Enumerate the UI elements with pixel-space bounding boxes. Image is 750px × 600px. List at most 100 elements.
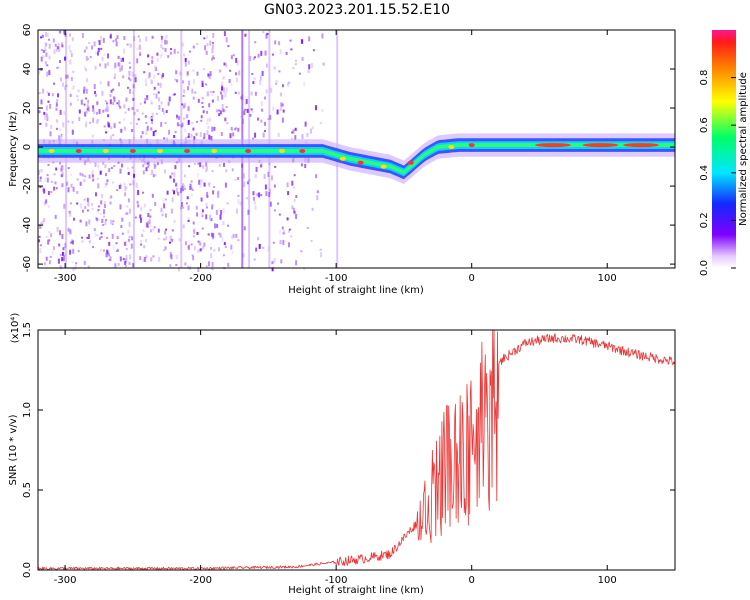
- noise-speck: [205, 202, 208, 207]
- noise-speck: [107, 61, 109, 66]
- noise-speck: [231, 251, 234, 254]
- noise-speck: [42, 55, 45, 59]
- noise-speck: [140, 135, 143, 139]
- noise-speck: [46, 116, 49, 122]
- noise-speck: [63, 111, 66, 116]
- noise-speck: [288, 228, 291, 231]
- noise-speck: [195, 205, 198, 210]
- noise-speck: [264, 121, 266, 126]
- noise-speck: [127, 229, 130, 233]
- noise-speck: [117, 62, 120, 67]
- noise-speck: [225, 37, 228, 43]
- noise-speck: [56, 99, 59, 102]
- noise-speck: [259, 75, 262, 81]
- noise-speck: [164, 122, 167, 125]
- noise-speck: [95, 217, 98, 220]
- noise-speck: [146, 161, 149, 165]
- noise-speck: [83, 179, 86, 183]
- noise-speck: [143, 203, 146, 208]
- noise-speck: [261, 108, 264, 112]
- noise-speck: [62, 165, 65, 171]
- noise-speck: [96, 177, 99, 180]
- noise-speck: [201, 80, 204, 84]
- noise-speck: [148, 72, 151, 78]
- noise-speck: [91, 45, 93, 50]
- noise-speck: [125, 254, 128, 260]
- noise-speck: [192, 256, 195, 261]
- noise-speck: [220, 91, 222, 95]
- noise-speck: [38, 239, 41, 243]
- noise-speck: [250, 91, 253, 96]
- noise-speck: [136, 200, 139, 204]
- noise-speck: [185, 241, 187, 246]
- noise-speck: [208, 117, 211, 122]
- noise-speck: [261, 70, 264, 76]
- noise-speck: [273, 184, 276, 188]
- noise-speck: [217, 208, 220, 212]
- noise-speck: [104, 164, 107, 169]
- noise-speck: [126, 43, 129, 46]
- noise-speck: [93, 41, 96, 47]
- noise-speck: [60, 254, 63, 256]
- x-tick-label: -100: [325, 273, 348, 284]
- noise-speck: [163, 111, 165, 116]
- noise-speck: [244, 33, 247, 37]
- noise-speck: [268, 162, 271, 166]
- noise-speck: [130, 243, 133, 249]
- noise-speck: [71, 37, 74, 42]
- noise-speck: [147, 160, 150, 166]
- noise-speck: [119, 204, 122, 210]
- noise-speck: [265, 89, 268, 94]
- noise-speck: [47, 239, 50, 245]
- noise-speck: [92, 117, 95, 123]
- noise-speck: [235, 72, 237, 76]
- noise-speck: [206, 191, 209, 196]
- ridge-peak: [299, 149, 306, 153]
- noise-speck: [192, 127, 195, 131]
- noise-speck: [150, 229, 152, 233]
- snr-x-label: Height of straight line (km): [288, 585, 424, 596]
- noise-speck: [119, 183, 122, 189]
- noise-speck: [86, 209, 89, 212]
- noise-speck: [159, 82, 162, 88]
- noise-speck: [174, 131, 177, 134]
- noise-speck: [176, 187, 178, 193]
- noise-speck: [163, 238, 166, 241]
- noise-speck: [154, 65, 157, 71]
- noise-speck: [145, 255, 148, 259]
- noise-speck: [55, 48, 58, 52]
- noise-speck: [160, 44, 163, 49]
- noise-speck: [217, 190, 220, 194]
- noise-speck: [205, 168, 208, 173]
- noise-speck: [129, 88, 131, 94]
- noise-speck: [211, 170, 214, 173]
- noise-speck: [70, 53, 73, 57]
- noise-speck: [222, 221, 225, 225]
- colorbar-tick-label: 0.2: [699, 212, 710, 228]
- noise-speck: [140, 243, 143, 246]
- noise-speck: [198, 240, 201, 245]
- noise-speck: [191, 122, 194, 124]
- x-tick-label: 0: [469, 575, 475, 586]
- noise-speck: [61, 251, 64, 256]
- noise-speck: [119, 105, 122, 109]
- noise-speck: [108, 253, 111, 257]
- noise-speck: [128, 235, 131, 238]
- noise-speck: [154, 130, 157, 133]
- noise-speck: [214, 223, 216, 229]
- noise-speck: [174, 165, 177, 170]
- noise-speck: [212, 90, 215, 93]
- noise-speck: [173, 135, 176, 138]
- ridge-peak: [102, 149, 109, 153]
- noise-speck: [115, 41, 118, 47]
- noise-speck: [320, 252, 322, 258]
- noise-speck: [81, 240, 84, 243]
- noise-speck: [69, 33, 71, 37]
- noise-speck: [145, 239, 147, 243]
- noise-speck: [95, 192, 97, 197]
- noise-speck: [251, 73, 254, 75]
- noise-speck: [170, 254, 173, 260]
- noise-speck: [265, 33, 268, 39]
- noise-speck: [59, 128, 62, 132]
- noise-speck: [196, 43, 199, 45]
